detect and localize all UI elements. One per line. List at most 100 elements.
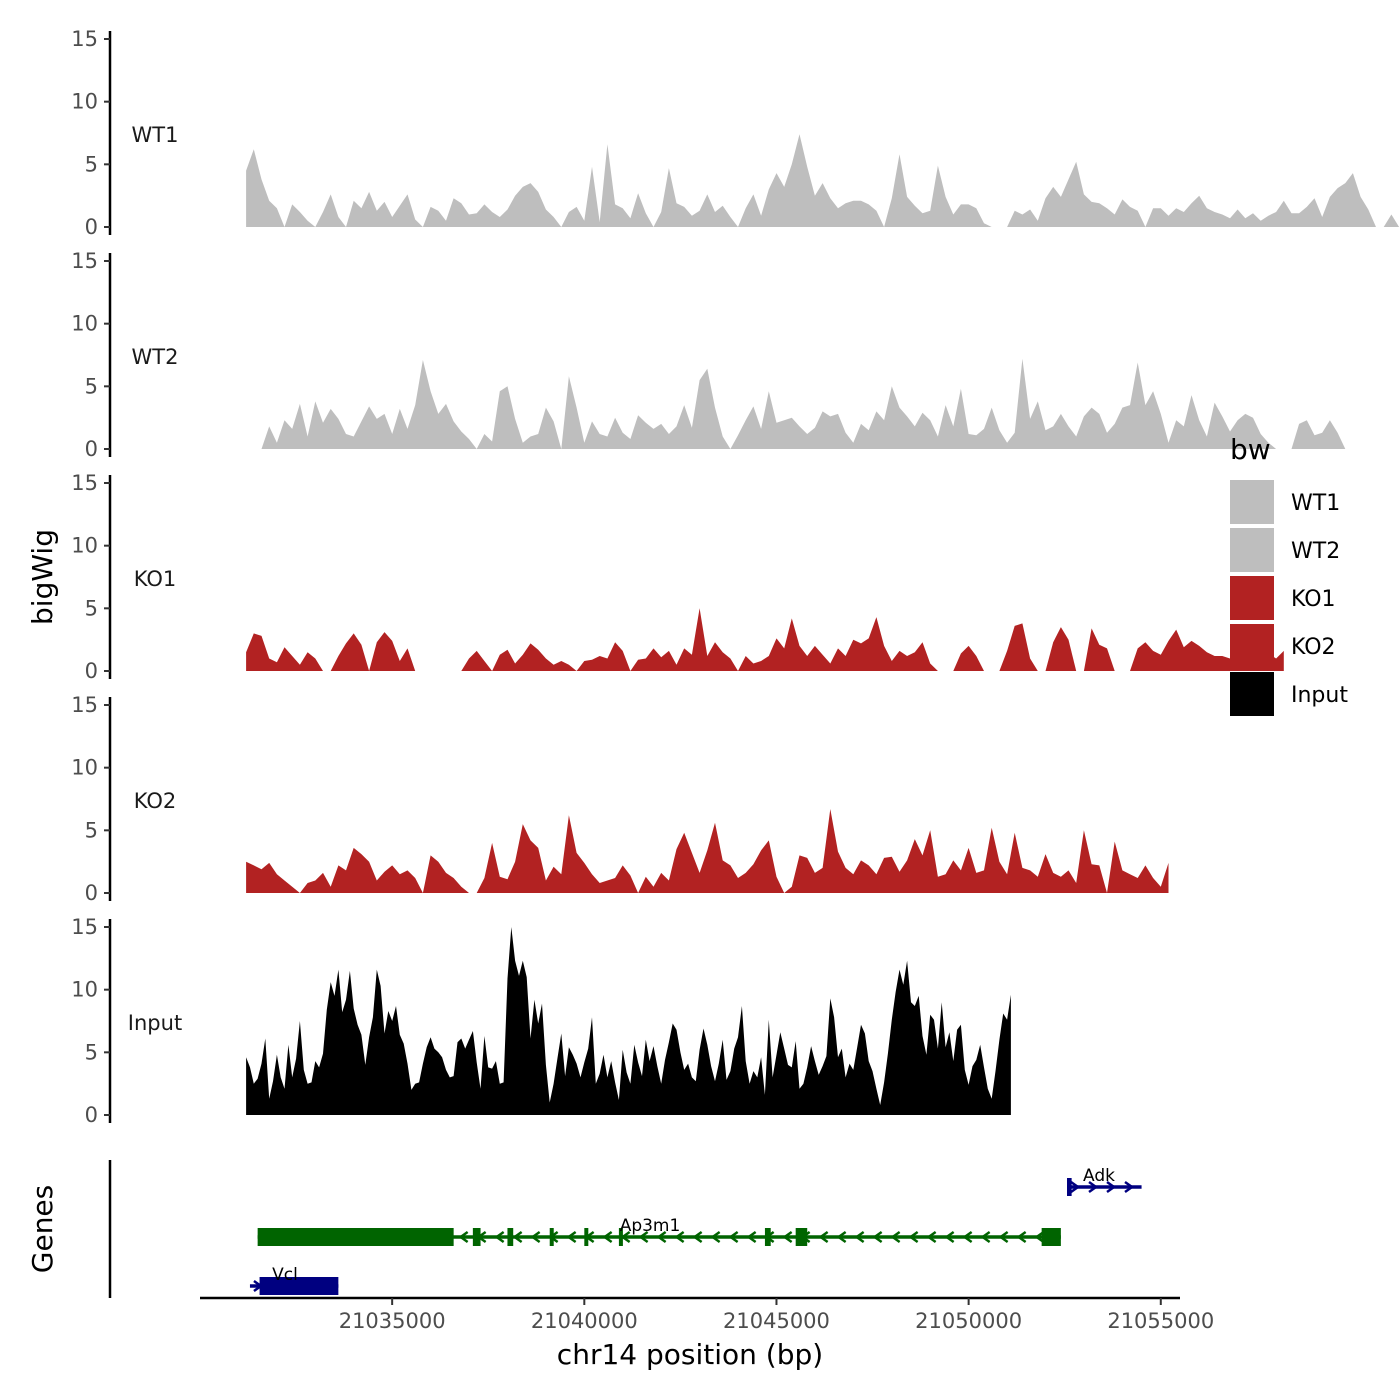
x-tick-label: 21040000 [531, 1309, 638, 1333]
y-tick-label: 10 [71, 978, 98, 1002]
strand-arrow [674, 1230, 685, 1244]
track-label: WT1 [132, 123, 179, 147]
y-tick-label: 10 [71, 90, 98, 114]
legend-label: KO2 [1291, 635, 1336, 660]
strand-arrow [1106, 1180, 1117, 1194]
strand-arrow [1088, 1180, 1099, 1194]
strand-arrow [782, 1230, 793, 1244]
signal-area [246, 861, 300, 893]
strand-arrow [530, 1230, 541, 1244]
signal-tracks: 0 5 10 15 WT1 0 5 10 15 WT2 0 5 10 15 KO1 0 5 10 15 KO2 0 5 10… [71, 27, 1400, 1127]
legend-label: WT2 [1291, 539, 1340, 564]
gene-ap3m1: Ap3m1 [257, 1216, 1061, 1246]
strand-arrow [746, 1230, 757, 1244]
signal-area [1291, 420, 1346, 449]
exon [584, 1228, 589, 1246]
gene-annotation-track: Adk Ap3m1 Vcl [108, 1160, 1142, 1298]
exon [618, 1228, 623, 1246]
x-tick-label: 21035000 [339, 1309, 446, 1333]
signal-area [492, 643, 577, 671]
signal-area [461, 650, 493, 671]
signal-area [953, 645, 984, 671]
signal-area [576, 642, 631, 671]
track-label: KO2 [134, 789, 177, 813]
strand-arrow [890, 1230, 901, 1244]
signal-area [730, 358, 1277, 449]
strand-arrow [692, 1230, 703, 1244]
signal-area [422, 183, 562, 227]
track-wt2: 0 5 10 15 WT2 [71, 249, 1346, 461]
legend-title: bw [1230, 433, 1271, 466]
exon [507, 1228, 514, 1246]
strand-arrow [1016, 1230, 1027, 1244]
strand-arrow [926, 1230, 937, 1244]
strand-arrow [908, 1230, 919, 1244]
x-axis-title: chr14 position (bp) [557, 1338, 823, 1371]
strand-arrow [728, 1230, 739, 1244]
strand-arrow [458, 1230, 469, 1244]
track-ko2: 0 5 10 15 KO2 [71, 693, 1169, 905]
track-label: Input [128, 1011, 182, 1035]
signal-area [369, 632, 416, 671]
strand-arrow [1070, 1180, 1081, 1194]
signal-area [330, 633, 370, 671]
signal-area [561, 144, 654, 227]
legend-swatch [1230, 480, 1274, 524]
y-tick-label: 5 [85, 374, 98, 398]
gene-vcl: Vcl [249, 1265, 339, 1295]
y-tick-label: 0 [85, 437, 98, 461]
y-tick-label: 10 [71, 756, 98, 780]
signal-area [246, 149, 285, 227]
y-tick-label: 0 [85, 659, 98, 683]
exon [1067, 1178, 1072, 1196]
signal-area [315, 194, 346, 227]
y-tick-label: 15 [71, 27, 98, 51]
track-input: 0 5 10 15 Input [71, 915, 1011, 1127]
signal-area [784, 809, 1107, 893]
signal-area [1145, 173, 1376, 227]
strand-arrow [872, 1230, 883, 1244]
legend-swatch [1230, 528, 1274, 572]
track-label: KO1 [134, 567, 177, 591]
x-tick-label: 21045000 [723, 1309, 830, 1333]
y-tick-label: 5 [85, 818, 98, 842]
y-tick-label: 15 [71, 915, 98, 939]
strand-arrow [710, 1230, 721, 1244]
signal-area [299, 847, 423, 893]
signal-area [1007, 161, 1146, 227]
exon [1041, 1228, 1061, 1246]
exon [764, 1228, 771, 1246]
strand-arrow [818, 1230, 829, 1244]
signal-area [630, 608, 738, 671]
y-tick-label: 15 [71, 249, 98, 273]
signal-area [999, 623, 1038, 671]
signal-area [422, 855, 469, 893]
exon [795, 1228, 808, 1246]
y-tick-label: 5 [85, 596, 98, 620]
strand-arrow [1034, 1230, 1045, 1244]
signal-area [261, 360, 477, 449]
strand-arrow [1124, 1180, 1135, 1194]
legend-label: KO1 [1291, 587, 1336, 612]
strand-arrow [962, 1230, 973, 1244]
strand-arrow [566, 1230, 577, 1244]
exon [257, 1228, 454, 1246]
signal-area [476, 386, 562, 449]
signal-area [738, 617, 938, 671]
signal-area [1107, 841, 1169, 893]
strand-arrow [980, 1230, 991, 1244]
strand-arrow [944, 1230, 955, 1244]
signal-area [346, 191, 423, 227]
y-tick-label: 0 [85, 215, 98, 239]
x-axis: 21035000 21040000 21045000 21050000 21055000 [200, 1296, 1214, 1333]
strand-arrow [602, 1230, 613, 1244]
y-tick-label: 5 [85, 1040, 98, 1064]
signal-area [638, 822, 785, 893]
track-ko1: 0 5 10 15 KO1 [71, 471, 1284, 683]
gene-label: Ap3m1 [620, 1216, 681, 1236]
strand-arrow [494, 1230, 505, 1244]
genes-axis-title: Genes [26, 1185, 59, 1273]
signal-area [1083, 628, 1115, 671]
y-tick-label: 5 [85, 152, 98, 176]
